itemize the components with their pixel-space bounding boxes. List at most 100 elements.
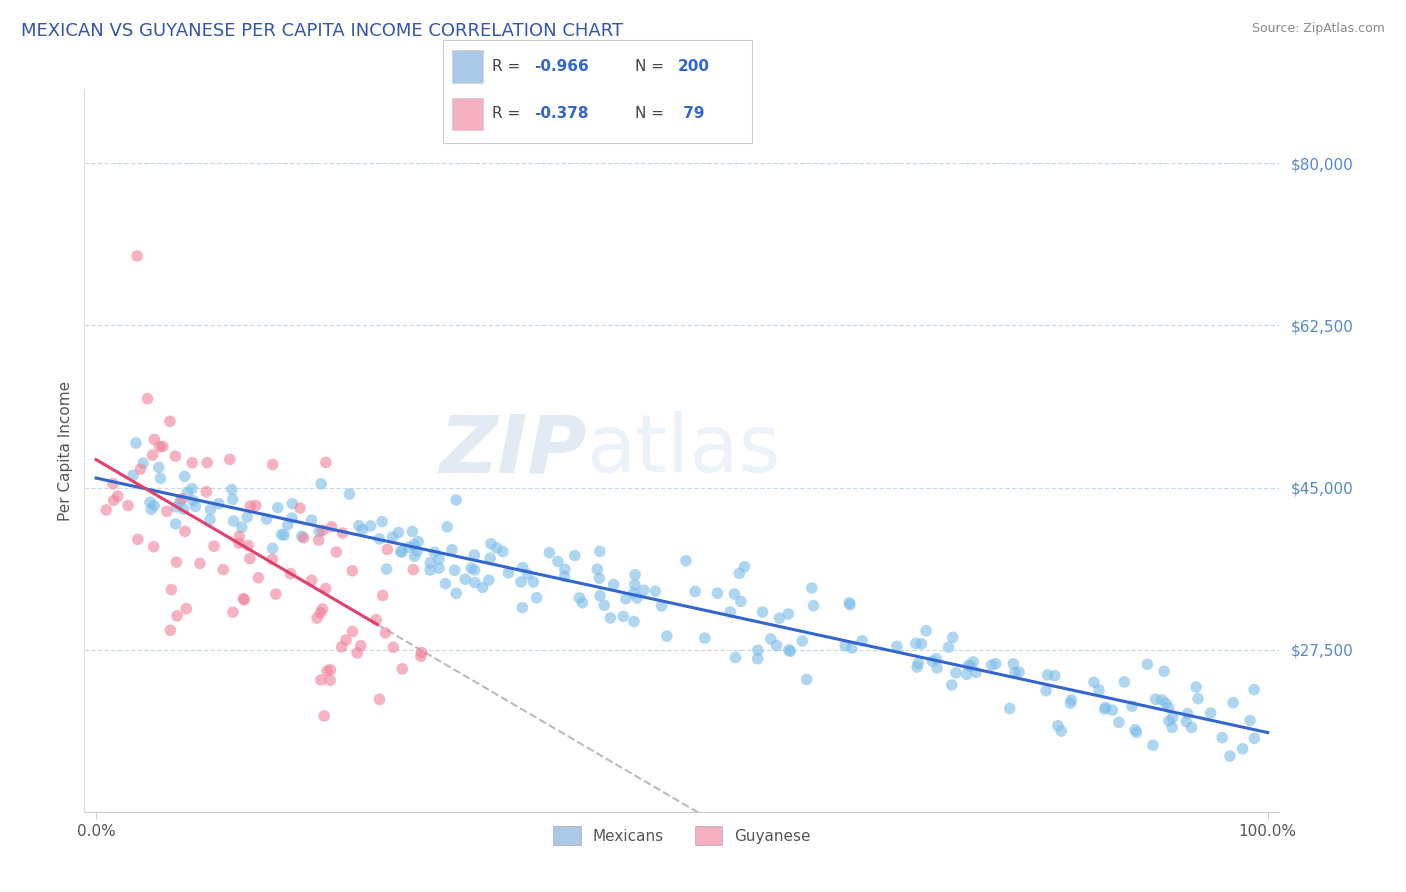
Point <box>132 456 155 470</box>
Point <box>122 468 145 483</box>
Text: -0.378: -0.378 <box>534 106 589 121</box>
Point <box>921 654 943 668</box>
Point <box>586 562 609 576</box>
Point <box>136 392 159 406</box>
Point <box>633 583 655 598</box>
Point <box>522 574 544 589</box>
Point <box>454 572 477 586</box>
Point <box>222 605 245 619</box>
Point <box>962 655 984 669</box>
Point <box>1222 696 1244 710</box>
Point <box>245 499 267 513</box>
Point <box>176 485 198 500</box>
Point <box>1185 680 1208 694</box>
Point <box>195 456 218 470</box>
Point <box>838 596 860 610</box>
Point <box>440 542 463 557</box>
Point <box>915 624 938 638</box>
Point <box>1199 706 1222 720</box>
Point <box>316 664 339 678</box>
Point <box>143 499 166 513</box>
Point <box>1004 665 1026 680</box>
Point <box>980 658 1002 673</box>
Point <box>471 581 494 595</box>
Point <box>352 523 374 537</box>
Point <box>956 667 979 681</box>
Point <box>319 673 342 688</box>
Point <box>765 639 787 653</box>
Point <box>427 561 450 575</box>
Point <box>247 571 270 585</box>
Point <box>262 458 284 472</box>
Point <box>1243 682 1265 697</box>
Point <box>602 577 624 591</box>
Point <box>1088 683 1111 698</box>
Point <box>589 544 612 558</box>
Point <box>222 492 245 507</box>
Text: 200: 200 <box>678 59 710 74</box>
Point <box>464 575 486 590</box>
Point <box>1150 693 1173 707</box>
Point <box>156 504 179 518</box>
Point <box>238 539 260 553</box>
Point <box>479 551 502 566</box>
Point <box>778 643 800 657</box>
Point <box>512 560 534 574</box>
Point <box>599 611 621 625</box>
Point <box>342 624 364 639</box>
Point <box>307 611 329 625</box>
Point <box>377 542 399 557</box>
Point <box>589 589 612 603</box>
Point <box>281 511 304 525</box>
Point <box>538 546 561 560</box>
Point <box>264 587 287 601</box>
Point <box>152 440 174 454</box>
Point <box>262 552 284 566</box>
Point <box>588 571 610 585</box>
Point <box>375 562 398 576</box>
Point <box>1094 700 1116 714</box>
Point <box>1101 703 1123 717</box>
Point <box>208 497 231 511</box>
Point <box>398 540 420 554</box>
Point <box>406 544 429 558</box>
Point <box>841 641 863 656</box>
Point <box>498 566 520 580</box>
Point <box>125 436 148 450</box>
Point <box>309 606 332 620</box>
Point <box>160 582 183 597</box>
Point <box>957 658 980 673</box>
Point <box>149 440 172 454</box>
Point <box>478 573 501 587</box>
Point <box>1181 721 1204 735</box>
Point <box>1175 714 1198 729</box>
Point <box>159 624 181 638</box>
Point <box>718 605 741 619</box>
Point <box>1144 692 1167 706</box>
Point <box>381 530 404 544</box>
Point <box>236 510 259 524</box>
Point <box>747 652 769 666</box>
Point <box>959 659 981 673</box>
Point <box>730 594 752 608</box>
Legend: Mexicans, Guyanese: Mexicans, Guyanese <box>547 820 817 851</box>
Point <box>371 589 394 603</box>
Point <box>221 483 243 497</box>
Point <box>941 678 963 692</box>
Point <box>382 640 405 655</box>
Point <box>350 639 373 653</box>
Point <box>434 576 457 591</box>
Point <box>165 500 187 514</box>
Point <box>792 634 814 648</box>
Point <box>886 640 908 654</box>
Point <box>427 552 450 566</box>
Point <box>402 538 425 552</box>
Point <box>423 545 446 559</box>
Point <box>904 636 927 650</box>
Point <box>256 512 278 526</box>
Point <box>404 549 426 564</box>
Point <box>1239 714 1261 728</box>
Point <box>165 449 187 463</box>
Point <box>1035 683 1057 698</box>
Text: 79: 79 <box>678 106 704 121</box>
